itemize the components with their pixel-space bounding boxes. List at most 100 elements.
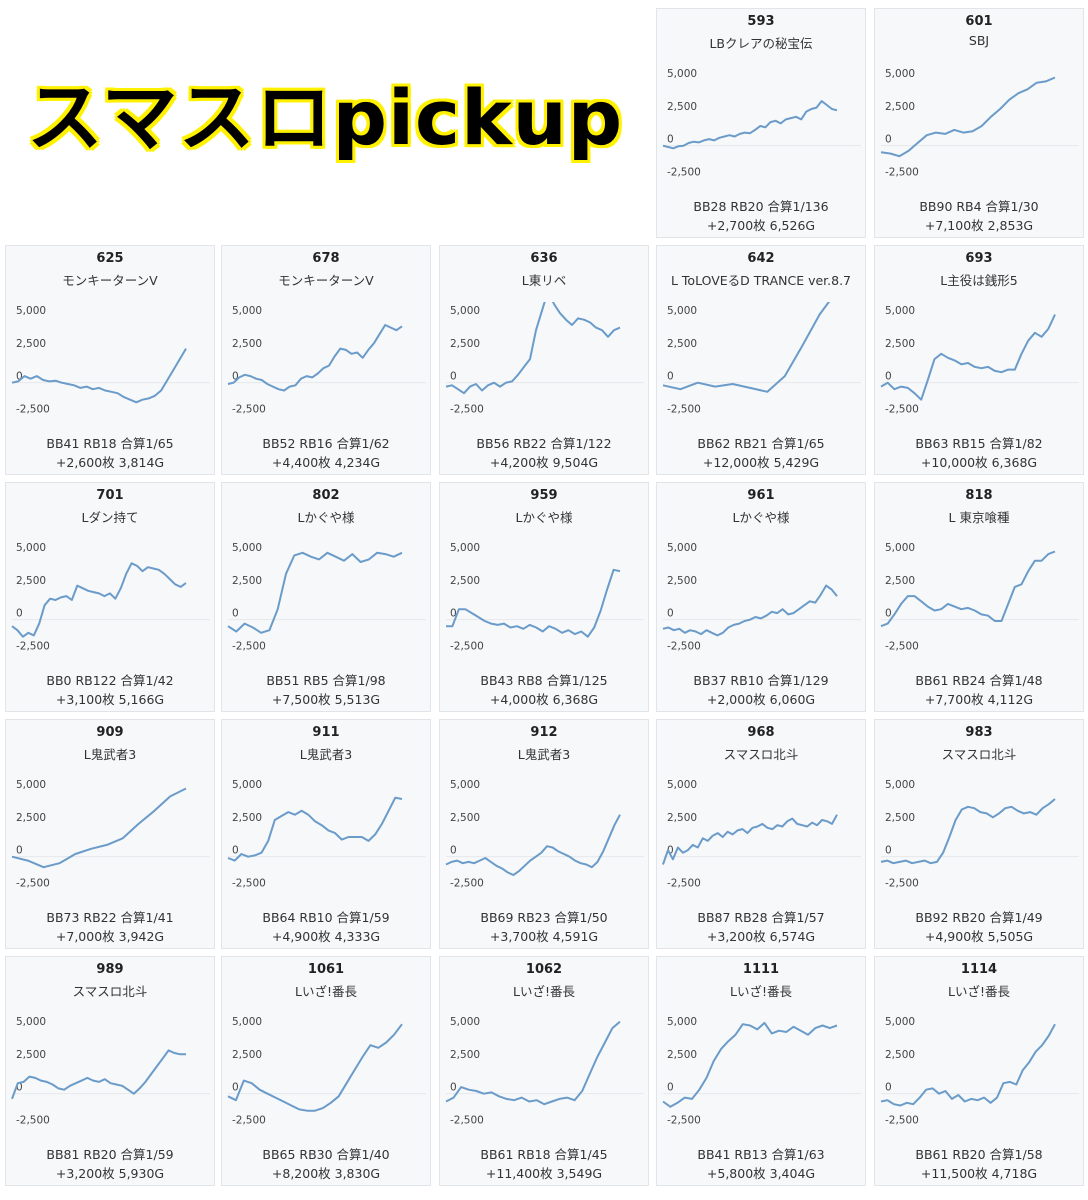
machine-card: 912 L鬼武者3 5,000 2,500 0 -2,500 BB69 RB23 合算1/5… [439, 719, 649, 949]
y-tick-label: 2,500 [450, 1049, 480, 1061]
y-tick-label: -2,500 [450, 1114, 484, 1126]
machine-card: 959 Lかぐや様 5,000 2,500 0 -2,500 BB43 RB8 合算1/12… [439, 482, 649, 712]
machine-card: 989 スマスロ北斗 5,000 2,500 0 -2,500 BB81 RB20 合算1/… [5, 956, 215, 1186]
y-tick-label: 2,500 [232, 338, 262, 350]
bonus-stats: BB61 RB18 合算1/45 [480, 1147, 608, 1162]
slump-graph: 5,000 2,500 0 -2,500 [11, 779, 210, 889]
slump-graph: 5,000 2,500 0 -2,500 [662, 542, 861, 652]
y-tick-label: 0 [232, 845, 239, 857]
y-tick-label: 5,000 [885, 1016, 915, 1028]
bonus-stats: BB56 RB22 合算1/122 [476, 436, 612, 451]
bonus-stats: BB90 RB4 合算1/30 [919, 199, 1039, 214]
slump-graph: 5,000 2,500 0 -2,500 [880, 542, 1079, 652]
y-tick-label: 2,500 [232, 575, 262, 587]
bonus-stats: BB69 RB23 合算1/50 [480, 910, 608, 925]
slump-graph: 5,000 2,500 0 -2,500 [445, 302, 644, 415]
machine-number: 968 [747, 725, 775, 740]
bonus-stats: BB41 RB18 合算1/65 [46, 436, 174, 451]
slump-graph: 5,000 2,500 0 -2,500 [227, 542, 426, 652]
series-line [445, 302, 621, 395]
bonus-stats: BB61 RB20 合算1/58 [915, 1147, 1043, 1162]
y-tick-label: -2,500 [885, 166, 919, 178]
y-tick-label: 5,000 [667, 305, 697, 317]
bonus-stats: BB73 RB22 合算1/41 [46, 910, 174, 925]
y-tick-label: 2,500 [885, 1049, 915, 1061]
y-tick-label: 0 [667, 371, 674, 383]
y-tick-label: 5,000 [16, 305, 46, 317]
y-tick-label: 0 [885, 371, 892, 383]
machine-number: 1114 [960, 962, 998, 977]
bonus-stats: BB28 RB20 合算1/136 [693, 199, 829, 214]
result-summary: +2,700枚 6,526G [706, 218, 816, 233]
y-tick-label: 2,500 [667, 101, 697, 113]
machine-number: 593 [747, 14, 775, 29]
y-tick-label: -2,500 [16, 1114, 50, 1126]
y-tick-label: 5,000 [450, 1016, 480, 1028]
machine-name: Lいざ!番長 [730, 984, 792, 999]
machine-name: L東リベ [521, 273, 567, 288]
result-summary: +7,500枚 5,513G [271, 692, 381, 707]
y-tick-label: -2,500 [16, 877, 50, 889]
machine-number: 911 [312, 725, 340, 740]
y-tick-label: 0 [16, 1082, 23, 1094]
machine-number: 636 [530, 251, 558, 266]
result-summary: +2,000枚 6,060G [706, 692, 816, 707]
result-summary: +3,200枚 5,930G [55, 1166, 165, 1181]
y-tick-label: -2,500 [16, 403, 50, 415]
machine-card: 961 Lかぐや様 5,000 2,500 0 -2,500 BB37 RB10 合算1/1… [656, 482, 866, 712]
result-summary: +4,400枚 4,234G [271, 455, 381, 470]
slump-graph: 5,000 2,500 0 -2,500 [445, 1016, 644, 1126]
y-tick-label: 0 [885, 134, 892, 146]
y-tick-label: 5,000 [450, 779, 480, 791]
y-tick-label: 5,000 [885, 779, 915, 791]
machine-card: 642 L ToLOVEるD TRANCE ver.8.7 5,000 2,500 0 -… [656, 245, 866, 475]
y-tick-label: 0 [16, 608, 23, 620]
machine-card: 911 L鬼武者3 5,000 2,500 0 -2,500 BB64 RB10 合算1/5… [221, 719, 431, 949]
bonus-stats: BB43 RB8 合算1/125 [480, 673, 608, 688]
result-summary: +4,000枚 6,368G [489, 692, 599, 707]
machine-number: 909 [96, 725, 124, 740]
result-summary: +2,600枚 3,814G [55, 455, 165, 470]
machine-number: 961 [747, 488, 775, 503]
series-line [662, 814, 838, 865]
machine-name: モンキーターンV [62, 273, 158, 288]
series-line [227, 551, 403, 634]
y-tick-label: 2,500 [450, 575, 480, 587]
y-tick-label: -2,500 [667, 403, 701, 415]
machine-card: 701 Lダン持て 5,000 2,500 0 -2,500 BB0 RB122 合算1/4… [5, 482, 215, 712]
y-tick-label: 0 [885, 1082, 892, 1094]
slump-graph: 5,000 2,500 0 -2,500 [880, 779, 1079, 889]
series-line [880, 550, 1056, 628]
slump-graph: 5,000 2,500 0 -2,500 [227, 779, 426, 889]
y-tick-label: -2,500 [885, 1114, 919, 1126]
y-tick-label: -2,500 [232, 640, 266, 652]
machine-card: 968 スマスロ北斗 5,000 2,500 0 -2,500 BB87 RB28 合算1/… [656, 719, 866, 949]
y-tick-label: 5,000 [885, 305, 915, 317]
result-summary: +5,800枚 3,404G [706, 1166, 816, 1181]
y-tick-label: 0 [667, 845, 674, 857]
machine-card: 1061 Lいざ!番長 5,000 2,500 0 -2,500 BB65 RB30 合算1… [221, 956, 431, 1186]
result-summary: +4,200枚 9,504G [489, 455, 599, 470]
bonus-stats: BB51 RB5 合算1/98 [266, 673, 386, 688]
series-line [662, 584, 838, 637]
series-line [662, 302, 831, 393]
machine-number: 818 [965, 488, 993, 503]
result-summary: +7,000枚 3,942G [55, 929, 165, 944]
series-line [11, 348, 187, 404]
machine-number: 802 [312, 488, 340, 503]
machine-name: Lかぐや様 [732, 510, 790, 525]
y-tick-label: 5,000 [667, 542, 697, 554]
machine-card: 983 スマスロ北斗 5,000 2,500 0 -2,500 BB92 RB20 合算1/… [874, 719, 1084, 949]
machine-card: 909 L鬼武者3 5,000 2,500 0 -2,500 BB73 RB22 合算1/4… [5, 719, 215, 949]
y-tick-label: 0 [232, 1082, 239, 1094]
y-tick-label: -2,500 [667, 166, 701, 178]
slump-graph: 5,000 2,500 0 -2,500 [227, 305, 426, 415]
machine-number: 1111 [742, 962, 780, 977]
machine-name: L 東京喰種 [948, 510, 1010, 525]
y-tick-label: 2,500 [667, 575, 697, 587]
slump-graph: 5,000 2,500 0 -2,500 [11, 1016, 210, 1126]
machine-card: 1062 Lいざ!番長 5,000 2,500 0 -2,500 BB61 RB18 合算1… [439, 956, 649, 1186]
machine-number: 959 [530, 488, 558, 503]
y-tick-label: 5,000 [232, 305, 262, 317]
y-tick-label: 2,500 [232, 812, 262, 824]
